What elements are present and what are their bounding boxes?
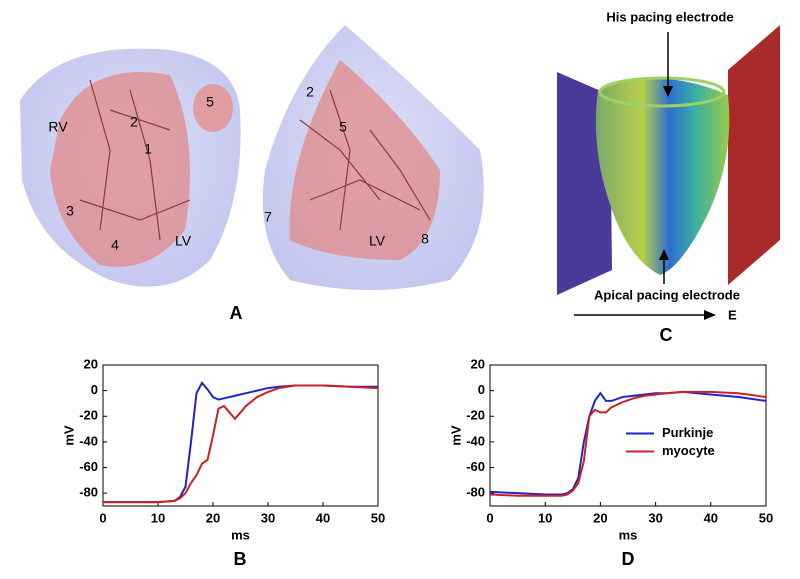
panel-c-illustration: His pacing electrode Apical pacing elect… <box>557 9 780 322</box>
y-tick-label: -40 <box>466 433 485 448</box>
y-axis-label: mV <box>61 425 76 446</box>
x-tick-label: 50 <box>759 510 773 525</box>
x-tick-label: 50 <box>371 510 385 525</box>
series-line <box>489 390 767 497</box>
panel-labels: A B C D <box>230 303 673 569</box>
y-tick-label: -60 <box>466 459 485 474</box>
y-tick-label: 20 <box>471 356 485 371</box>
x-tick-label: 30 <box>648 510 662 525</box>
y-tick-label: 0 <box>91 382 98 397</box>
y-tick-label: -80 <box>79 485 98 500</box>
heart-label: 5 <box>206 94 214 110</box>
panel-label: A <box>230 303 243 323</box>
series-line <box>103 384 379 504</box>
x-tick-label: 20 <box>206 510 220 525</box>
legend-label: myocyte <box>662 443 715 458</box>
x-tick-label: 10 <box>151 510 165 525</box>
heart-label: LV <box>175 233 192 249</box>
x-tick-label: 40 <box>316 510 330 525</box>
electrode-label: Apical pacing electrode <box>594 287 740 302</box>
heart-labels: RV 2 1 5 3 4 LV 2 5 7 LV 8 <box>48 84 429 253</box>
x-tick-label: 10 <box>538 510 552 525</box>
heart-label: 2 <box>130 114 138 130</box>
x-tick-label: 0 <box>99 510 106 525</box>
y-tick-label: -20 <box>466 408 485 423</box>
y-tick-label: 0 <box>478 382 485 397</box>
heart-label: RV <box>48 119 68 135</box>
y-tick-label: -60 <box>79 459 98 474</box>
x-axis-label: ms <box>619 527 638 542</box>
heart-label: 2 <box>306 84 314 100</box>
heart-label: 1 <box>144 141 152 157</box>
series-line <box>489 390 767 496</box>
y-tick-label: 20 <box>84 356 98 371</box>
panel-label: C <box>660 325 673 345</box>
series-line <box>103 381 378 504</box>
x-tick-label: 40 <box>704 510 718 525</box>
x-tick-label: 0 <box>486 510 493 525</box>
heart-left <box>20 48 241 287</box>
plot-frame <box>102 364 379 507</box>
y-axis-label: mV <box>448 425 463 446</box>
heart-label: LV <box>369 233 386 249</box>
heart-right <box>262 25 484 290</box>
x-tick-label: 20 <box>593 510 607 525</box>
electrode-label: His pacing electrode <box>606 9 733 24</box>
heart-label: 4 <box>111 237 119 253</box>
field-label: E <box>728 307 737 322</box>
y-tick-label: -80 <box>466 485 485 500</box>
panel-label: B <box>234 549 247 569</box>
y-tick-label: -40 <box>79 433 98 448</box>
heart-label: 5 <box>339 119 347 135</box>
panel-label: D <box>622 549 635 569</box>
legend-label: Purkinje <box>662 425 713 440</box>
plot-frame <box>489 364 767 507</box>
x-axis-label: ms <box>231 527 250 542</box>
heart-label: 3 <box>66 203 74 219</box>
heart-label: 8 <box>421 231 429 247</box>
y-tick-label: -20 <box>79 408 98 423</box>
x-tick-label: 30 <box>261 510 275 525</box>
heart-label: 7 <box>264 209 272 225</box>
